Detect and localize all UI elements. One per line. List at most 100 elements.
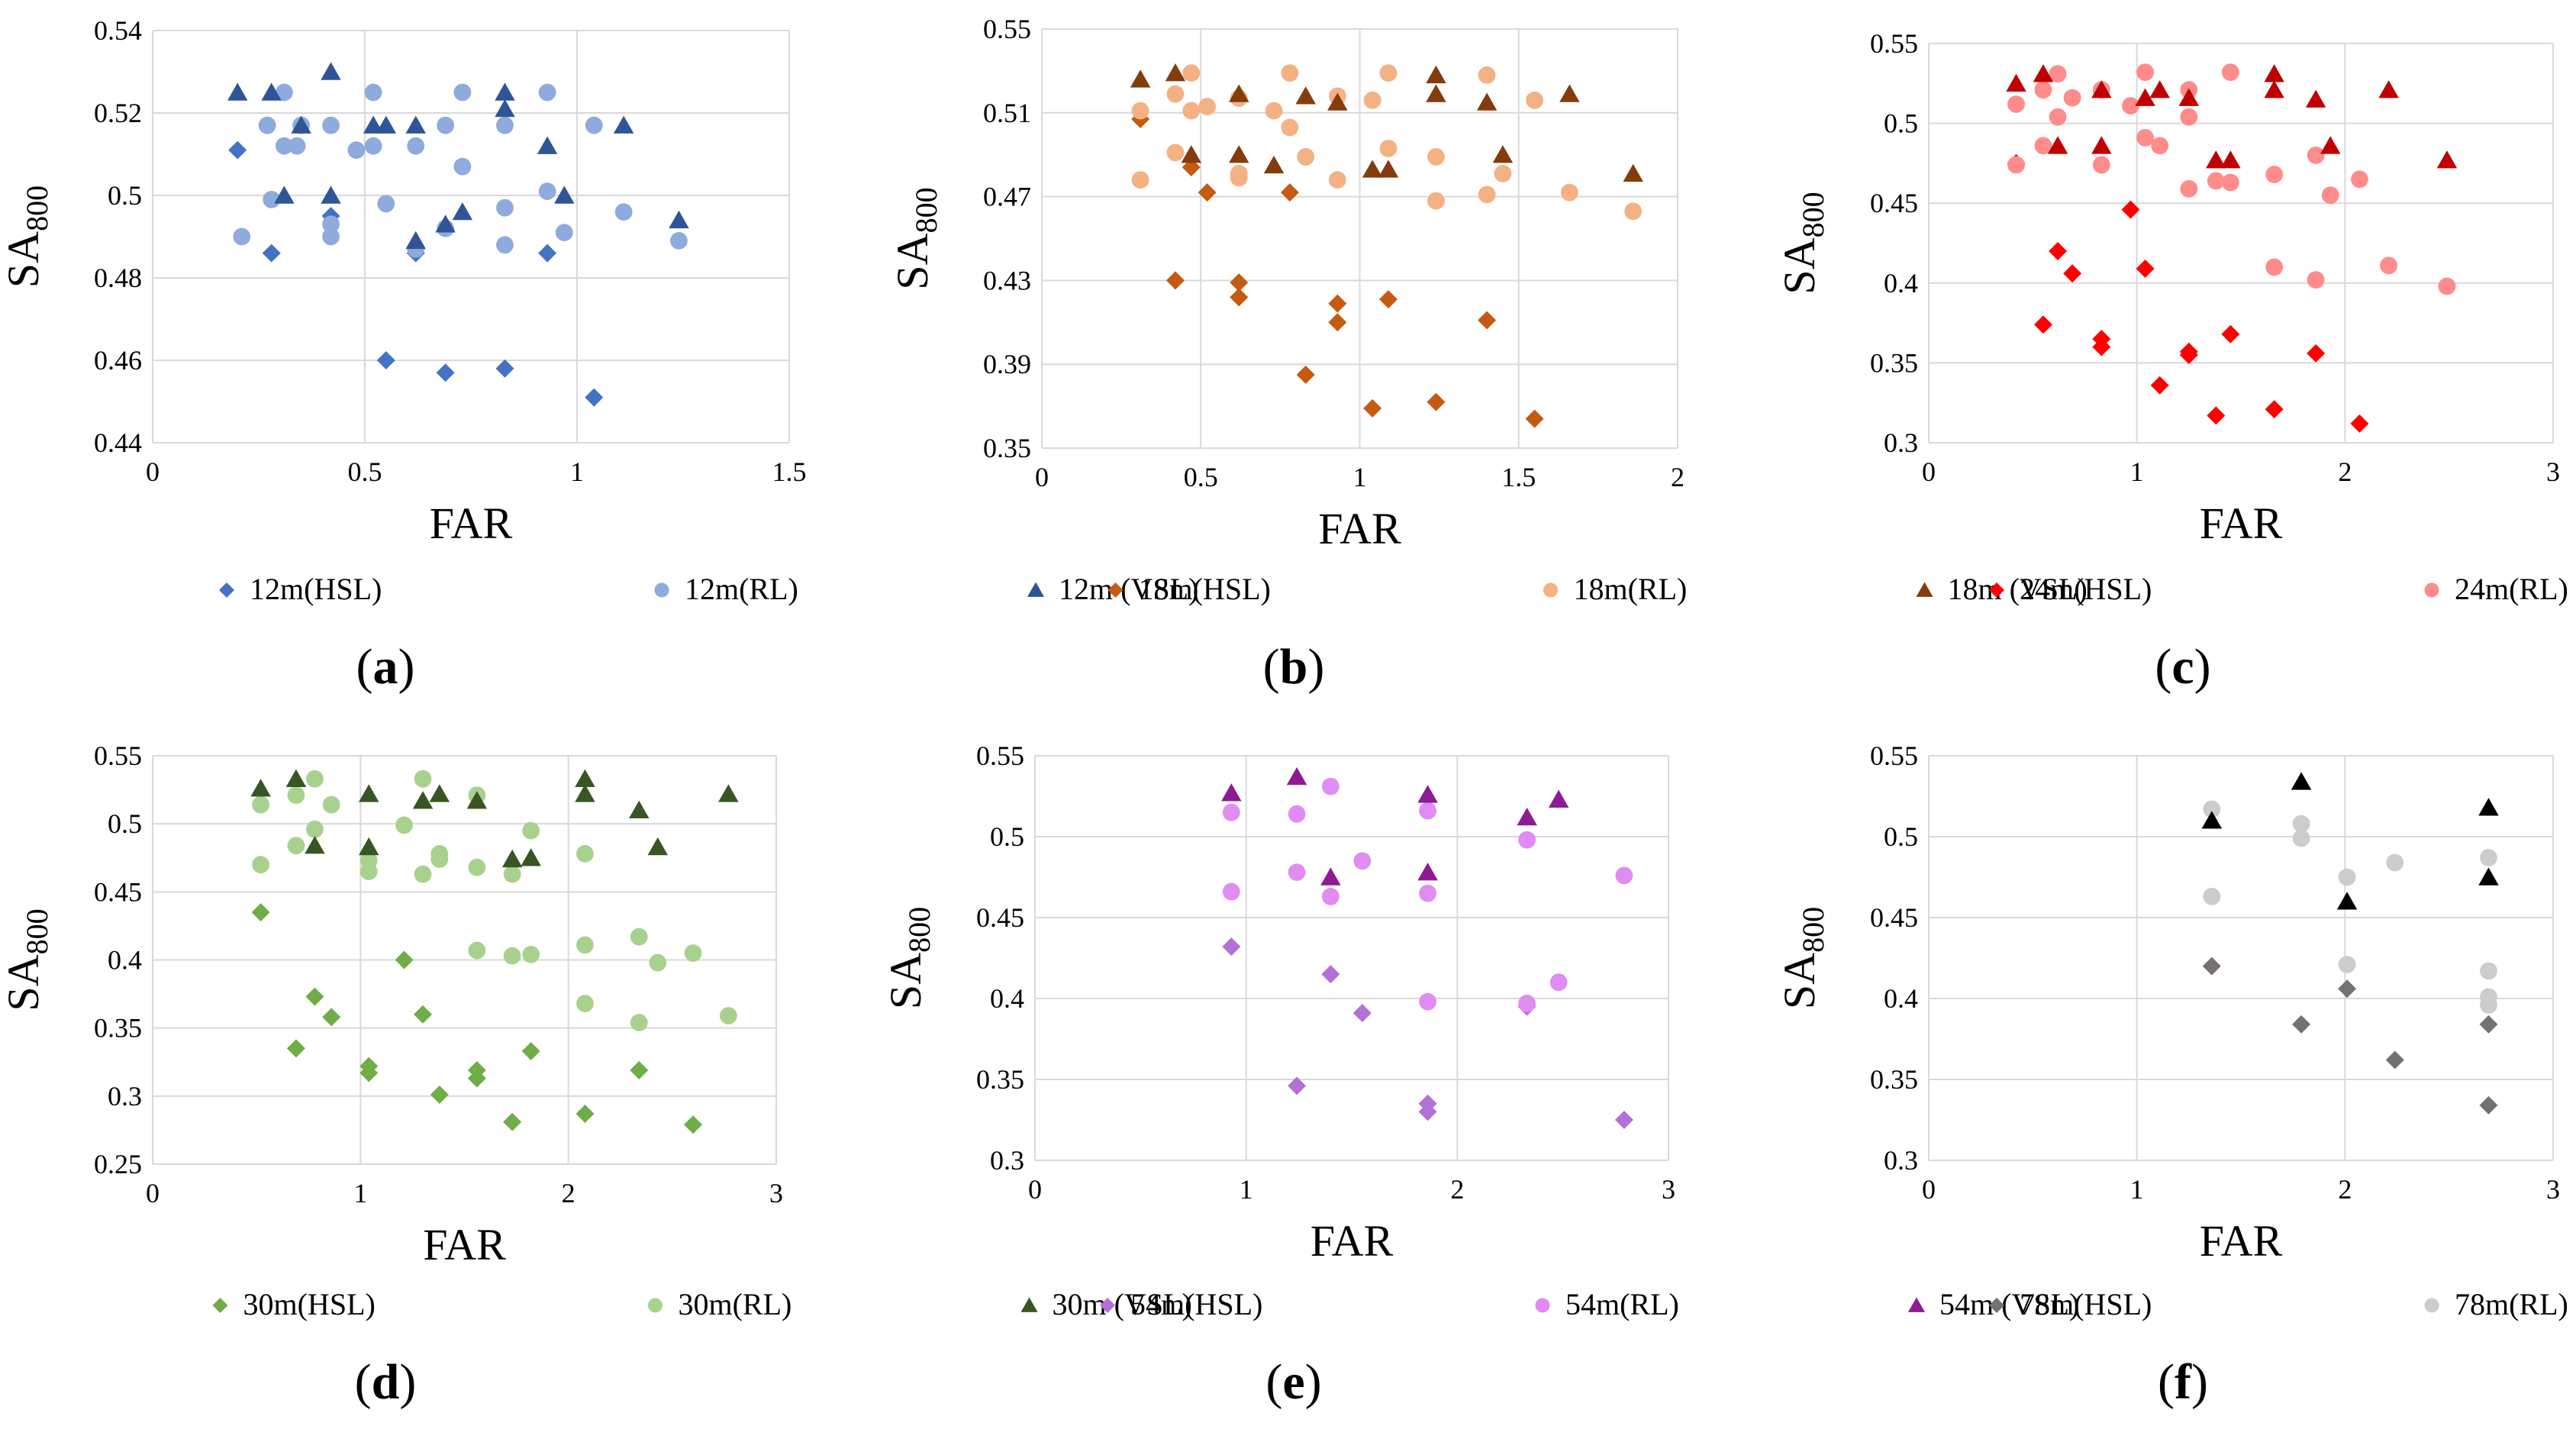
data-point (1295, 86, 1316, 105)
data-point (2179, 345, 2198, 364)
data-point (322, 227, 340, 246)
data-point (1297, 148, 1315, 166)
data-point (2034, 81, 2052, 99)
data-point (613, 115, 634, 134)
data-point (395, 950, 414, 969)
x-tick-label: 1 (353, 1178, 367, 1208)
legend-label: 54m (VSL) (1939, 1287, 2079, 1321)
data-point (2033, 315, 2052, 334)
data-point (585, 116, 603, 134)
data-point (1492, 145, 1514, 163)
data-point (1221, 783, 1242, 802)
data-point (521, 1041, 540, 1060)
data-point (358, 784, 379, 802)
data-point (262, 244, 281, 263)
y-tick-label: 0.3 (1884, 1145, 1918, 1176)
data-point (2151, 137, 2169, 155)
y-tick-label: 0.35 (983, 433, 1031, 463)
data-point (1518, 994, 1536, 1012)
data-point (1353, 852, 1372, 870)
data-point (359, 863, 378, 880)
data-point (287, 837, 305, 855)
series-78m-vsl- (2201, 772, 2499, 910)
legend-label: 24m(HSL) (2020, 572, 2152, 606)
data-point (2338, 956, 2356, 973)
y-tick-label: 0.45 (976, 902, 1024, 933)
data-point (452, 202, 473, 221)
x-axis-title: FAR (2200, 498, 2283, 548)
data-point (1131, 171, 1149, 189)
data-point (1378, 290, 1398, 309)
data-point (251, 903, 270, 922)
data-point (2136, 63, 2154, 82)
data-point (503, 947, 521, 965)
data-point (2149, 80, 2170, 98)
data-point (495, 99, 515, 118)
data-point (1288, 1076, 1307, 1095)
data-point (2092, 337, 2111, 356)
data-point (1222, 803, 1240, 821)
data-point (2007, 95, 2025, 113)
data-point (576, 995, 594, 1012)
series-30m-rl- (252, 769, 737, 1031)
y-tick-label: 0.45 (1870, 902, 1918, 933)
legend-marker (1535, 1298, 1550, 1313)
legend-label: 18m(RL) (1574, 572, 1688, 606)
x-tick-label: 0 (1922, 456, 1936, 487)
legend: 54m(HSL) 54m(RL) 54m (VSL) (1100, 1287, 2079, 1321)
data-point (2265, 166, 2284, 183)
data-point (495, 82, 515, 101)
data-point (228, 140, 247, 160)
data-point (414, 865, 432, 883)
chart-panel-b: 0.350.390.430.470.510.550 0.5 1 1.5 2FARSA80… (888, 14, 2088, 695)
x-tick-label: 1.5 (772, 456, 807, 487)
x-axis-title: FAR (2200, 1216, 2283, 1266)
y-tick-label: 0.4 (990, 983, 1024, 1014)
data-point (585, 388, 604, 407)
data-point (1288, 863, 1306, 882)
legend-marker (1020, 1297, 1038, 1312)
data-point (2047, 136, 2068, 154)
panel-label: (d) (355, 1354, 417, 1410)
series-54m-hsl- (1222, 937, 1633, 1129)
data-point (364, 83, 382, 102)
data-point (1419, 884, 1436, 902)
legend-label: 30m(RL) (679, 1287, 792, 1321)
x-tick-label: 2 (562, 1178, 575, 1208)
data-point (321, 62, 341, 80)
data-point (1363, 91, 1381, 109)
legend-label: 24m(RL) (2455, 572, 2568, 606)
legend-marker (212, 1298, 228, 1313)
data-point (1378, 160, 1399, 178)
data-point (2292, 829, 2310, 847)
data-point (453, 83, 472, 102)
data-point (1623, 163, 1643, 182)
legend-label: 54m(RL) (1565, 1287, 1679, 1321)
y-tick-label: 0.4 (1884, 268, 1918, 298)
data-point (1198, 183, 1217, 202)
data-point (1296, 365, 1315, 384)
data-point (2202, 956, 2221, 976)
legend-marker (1027, 582, 1045, 597)
data-point (1165, 63, 1186, 82)
data-point (1624, 202, 1643, 221)
data-point (1549, 973, 1568, 992)
data-point (1476, 92, 1498, 111)
y-tick-label: 0.5 (990, 821, 1024, 852)
legend-marker (1107, 582, 1124, 598)
data-point (554, 185, 575, 204)
data-point (1230, 273, 1249, 292)
x-tick-label: 1.5 (1501, 462, 1536, 492)
data-point (1427, 392, 1446, 411)
data-point (538, 182, 556, 200)
panel-label: (c) (2155, 639, 2210, 695)
x-axis-title: FAR (430, 498, 513, 548)
x-tick-label: 3 (2546, 456, 2560, 487)
series-12m-hsl- (228, 140, 604, 407)
data-point (496, 116, 514, 134)
data-point (1328, 171, 1346, 189)
data-point (1478, 311, 1497, 330)
legend: 78m(HSL)78m(RL)78m (VSL) (1989, 1287, 2568, 1321)
data-point (250, 779, 271, 797)
x-tick-label: 0.5 (1184, 462, 1218, 492)
